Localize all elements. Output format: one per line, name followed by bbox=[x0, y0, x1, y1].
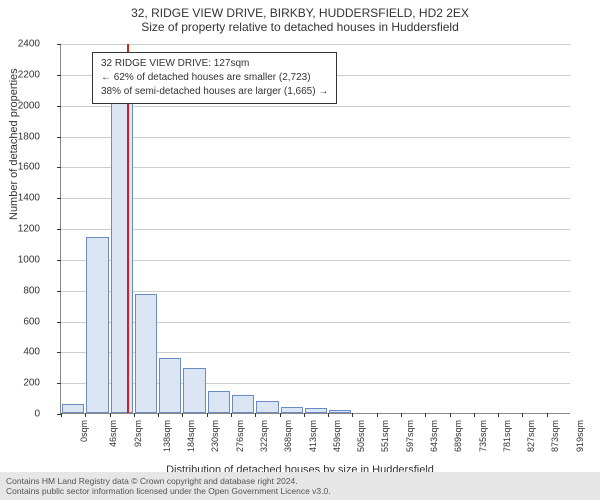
gridline bbox=[61, 198, 570, 199]
histogram-bar bbox=[305, 408, 327, 413]
info-line-3: 38% of semi-detached houses are larger (… bbox=[101, 85, 328, 99]
ytick-label: 2400 bbox=[0, 39, 40, 50]
footer-attribution: Contains HM Land Registry data © Crown c… bbox=[0, 472, 600, 500]
footer-line-1: Contains HM Land Registry data © Crown c… bbox=[6, 476, 594, 486]
title-address: 32, RIDGE VIEW DRIVE, BIRKBY, HUDDERSFIE… bbox=[0, 6, 600, 20]
xtick-label: 184sqm bbox=[186, 420, 196, 452]
ytick-label: 800 bbox=[0, 285, 40, 296]
xtick-mark bbox=[280, 413, 281, 417]
histogram-bar bbox=[111, 62, 133, 414]
ytick-label: 2200 bbox=[0, 69, 40, 80]
xtick-label: 368sqm bbox=[283, 420, 293, 452]
gridline bbox=[61, 44, 570, 45]
xtick-label: 781sqm bbox=[502, 420, 512, 452]
marker-info-box: 32 RIDGE VIEW DRIVE: 127sqm ← 62% of det… bbox=[92, 52, 337, 104]
ytick-mark bbox=[57, 106, 61, 107]
xtick-label: 92sqm bbox=[133, 420, 143, 447]
ytick-mark bbox=[57, 167, 61, 168]
ytick-mark bbox=[57, 260, 61, 261]
ytick-label: 1200 bbox=[0, 224, 40, 235]
xtick-mark bbox=[547, 413, 548, 417]
xtick-mark bbox=[134, 413, 135, 417]
xtick-mark bbox=[182, 413, 183, 417]
ytick-mark bbox=[57, 75, 61, 76]
xtick-label: 459sqm bbox=[332, 420, 342, 452]
ytick-label: 200 bbox=[0, 378, 40, 389]
xtick-label: 735sqm bbox=[478, 420, 488, 452]
xtick-mark bbox=[61, 413, 62, 417]
xtick-label: 643sqm bbox=[429, 420, 439, 452]
histogram-bar bbox=[256, 401, 278, 413]
xtick-mark bbox=[207, 413, 208, 417]
histogram-bar bbox=[159, 358, 181, 414]
xtick-mark bbox=[450, 413, 451, 417]
histogram-bar bbox=[86, 237, 108, 413]
ytick-mark bbox=[57, 137, 61, 138]
gridline bbox=[61, 291, 570, 292]
xtick-label: 138sqm bbox=[162, 420, 172, 452]
ytick-label: 1600 bbox=[0, 162, 40, 173]
ytick-mark bbox=[57, 229, 61, 230]
histogram-bar bbox=[135, 294, 157, 413]
histogram-bar bbox=[62, 404, 84, 413]
xtick-mark bbox=[522, 413, 523, 417]
gridline bbox=[61, 106, 570, 107]
xtick-mark bbox=[474, 413, 475, 417]
xtick-mark bbox=[425, 413, 426, 417]
gridline bbox=[61, 229, 570, 230]
xtick-label: 827sqm bbox=[526, 420, 536, 452]
title-subtitle: Size of property relative to detached ho… bbox=[0, 20, 600, 34]
xtick-label: 505sqm bbox=[356, 420, 366, 452]
xtick-label: 0sqm bbox=[79, 420, 89, 442]
ytick-mark bbox=[57, 198, 61, 199]
chart-plot-area: 32 RIDGE VIEW DRIVE: 127sqm ← 62% of det… bbox=[60, 44, 570, 414]
xtick-mark bbox=[401, 413, 402, 417]
histogram-bar bbox=[329, 410, 351, 413]
histogram-bar bbox=[208, 391, 230, 413]
xtick-mark bbox=[158, 413, 159, 417]
footer-line-2: Contains public sector information licen… bbox=[6, 486, 594, 496]
xtick-mark bbox=[304, 413, 305, 417]
ytick-label: 2000 bbox=[0, 100, 40, 111]
gridline bbox=[61, 167, 570, 168]
ytick-mark bbox=[57, 352, 61, 353]
xtick-mark bbox=[110, 413, 111, 417]
ytick-mark bbox=[57, 44, 61, 45]
ytick-label: 1800 bbox=[0, 131, 40, 142]
xtick-label: 230sqm bbox=[210, 420, 220, 452]
ytick-mark bbox=[57, 322, 61, 323]
ytick-mark bbox=[57, 291, 61, 292]
chart-title: 32, RIDGE VIEW DRIVE, BIRKBY, HUDDERSFIE… bbox=[0, 0, 600, 36]
xtick-label: 413sqm bbox=[308, 420, 318, 452]
ytick-label: 1000 bbox=[0, 254, 40, 265]
xtick-label: 322sqm bbox=[259, 420, 269, 452]
histogram-bar bbox=[232, 395, 254, 414]
xtick-mark bbox=[498, 413, 499, 417]
xtick-mark bbox=[255, 413, 256, 417]
gridline bbox=[61, 260, 570, 261]
xtick-mark bbox=[85, 413, 86, 417]
ytick-label: 400 bbox=[0, 347, 40, 358]
ytick-label: 600 bbox=[0, 316, 40, 327]
xtick-label: 276sqm bbox=[235, 420, 245, 452]
xtick-mark bbox=[231, 413, 232, 417]
gridline bbox=[61, 137, 570, 138]
ytick-mark bbox=[57, 383, 61, 384]
xtick-mark bbox=[377, 413, 378, 417]
xtick-label: 919sqm bbox=[575, 420, 585, 452]
info-line-1: 32 RIDGE VIEW DRIVE: 127sqm bbox=[101, 57, 328, 71]
histogram-bar bbox=[183, 368, 205, 413]
xtick-label: 689sqm bbox=[453, 420, 463, 452]
xtick-label: 873sqm bbox=[550, 420, 560, 452]
xtick-label: 551sqm bbox=[380, 420, 390, 452]
xtick-label: 46sqm bbox=[108, 420, 118, 447]
xtick-mark bbox=[328, 413, 329, 417]
xtick-mark bbox=[352, 413, 353, 417]
ytick-label: 0 bbox=[0, 409, 40, 420]
xtick-label: 597sqm bbox=[405, 420, 415, 452]
ytick-label: 1400 bbox=[0, 193, 40, 204]
histogram-bar bbox=[281, 407, 303, 413]
info-line-2: ← 62% of detached houses are smaller (2,… bbox=[101, 71, 328, 85]
